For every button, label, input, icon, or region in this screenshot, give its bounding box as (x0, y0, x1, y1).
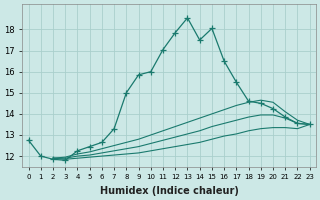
X-axis label: Humidex (Indice chaleur): Humidex (Indice chaleur) (100, 186, 239, 196)
